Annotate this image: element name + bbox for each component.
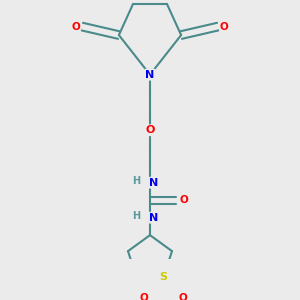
Text: H: H xyxy=(132,212,140,221)
Text: O: O xyxy=(220,22,229,32)
Text: O: O xyxy=(140,292,149,300)
Text: S: S xyxy=(160,272,168,282)
Text: O: O xyxy=(179,195,188,205)
Text: N: N xyxy=(149,178,158,188)
Text: H: H xyxy=(132,176,140,186)
Text: O: O xyxy=(178,292,187,300)
Text: N: N xyxy=(149,213,158,223)
Text: O: O xyxy=(71,22,80,32)
Text: O: O xyxy=(145,125,155,135)
Text: N: N xyxy=(146,70,154,80)
